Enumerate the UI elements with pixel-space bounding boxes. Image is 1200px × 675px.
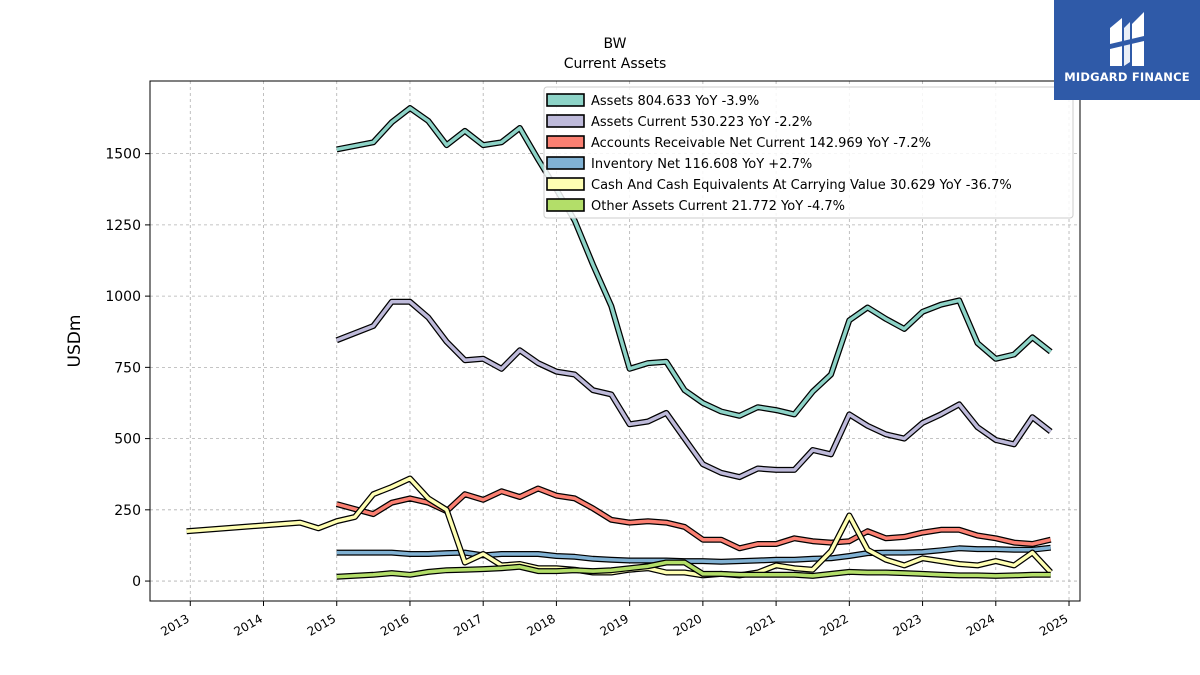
series-0	[336, 105, 1053, 419]
legend-label: Cash And Cash Equivalents At Carrying Va…	[591, 178, 1012, 193]
x-tick-label: 2024	[964, 611, 997, 638]
x-axis: 2013 2014 2015 2016 2017 2018 2019 2020 2021 2022…	[158, 601, 1071, 639]
legend-item: Assets Current 530.223 YoY -2.2%	[546, 114, 812, 130]
x-tick-label: 2013	[158, 611, 191, 638]
y-tick-label: 0	[132, 574, 141, 590]
series-line	[336, 560, 1051, 579]
x-tick-label: 2019	[598, 611, 631, 638]
legend-swatch	[546, 177, 585, 191]
y-tick-label: 500	[114, 432, 141, 448]
legend-swatch	[546, 93, 585, 107]
legend-item: Cash And Cash Equivalents At Carrying Va…	[546, 177, 1012, 193]
x-tick-label: 2016	[378, 611, 411, 638]
y-tick-label: 750	[114, 360, 141, 376]
x-tick-label: 2017	[451, 611, 484, 638]
y-tick-label: 1000	[105, 289, 141, 305]
x-tick-label: 2023	[891, 611, 924, 638]
midgard-logo-icon	[1110, 12, 1144, 66]
x-tick-label: 2021	[744, 611, 777, 638]
x-tick-label: 2018	[524, 611, 557, 638]
legend-swatch	[546, 156, 585, 170]
legend-label: Accounts Receivable Net Current 142.969 …	[591, 136, 931, 151]
series-line	[336, 106, 1052, 418]
x-tick-label: 2020	[671, 611, 704, 638]
legend-swatch	[546, 135, 585, 149]
x-tick-label: 2022	[817, 611, 850, 638]
logo-text: MIDGARD FINANCE	[1064, 70, 1190, 84]
series-5	[336, 559, 1051, 580]
legend-swatch	[546, 198, 585, 212]
x-tick-label: 2014	[232, 611, 265, 638]
series-line	[336, 545, 1051, 564]
y-tick-label: 250	[114, 503, 141, 519]
series-line	[186, 476, 1052, 578]
y-axis-label: USDm	[65, 315, 85, 368]
legend-item: Assets 804.633 YoY -3.9%	[546, 93, 759, 109]
chart-title: BW	[604, 36, 627, 52]
legend-label: Assets Current 530.223 YoY -2.2%	[591, 115, 812, 130]
legend-swatch	[546, 114, 585, 128]
y-tick-label: 1250	[105, 218, 141, 234]
midgard-finance-logo: MIDGARD FINANCE	[1054, 0, 1200, 100]
legend: Assets 804.633 YoY -3.9% Assets Current 5…	[543, 86, 1074, 219]
series-1	[335, 298, 1053, 481]
legend-label: Assets 804.633 YoY -3.9%	[591, 94, 759, 109]
x-tick-label: 2025	[1037, 611, 1070, 638]
chart-subtitle: Current Assets	[564, 56, 667, 72]
legend-frame	[543, 86, 1074, 219]
series-line	[336, 300, 1052, 479]
plot-frame	[149, 80, 1081, 602]
series-line-outline	[335, 485, 1052, 552]
legend-label: Inventory Net 116.608 YoY +2.7%	[591, 157, 812, 172]
y-tick-label: 1500	[105, 147, 141, 163]
series-lines	[186, 105, 1053, 580]
legend-label: Other Assets Current 21.772 YoY -4.7%	[591, 199, 845, 214]
legend-item: Other Assets Current 21.772 YoY -4.7%	[546, 198, 845, 214]
series-line	[336, 486, 1052, 551]
legend-item: Inventory Net 116.608 YoY +2.7%	[546, 156, 812, 172]
legend-item: Accounts Receivable Net Current 142.969 …	[546, 135, 931, 151]
series-4	[186, 475, 1053, 579]
series-2	[335, 485, 1052, 552]
series-3	[336, 544, 1052, 565]
y-axis: 0 250 500 750 1000 1250 1500	[105, 147, 150, 590]
x-tick-label: 2015	[305, 611, 338, 638]
